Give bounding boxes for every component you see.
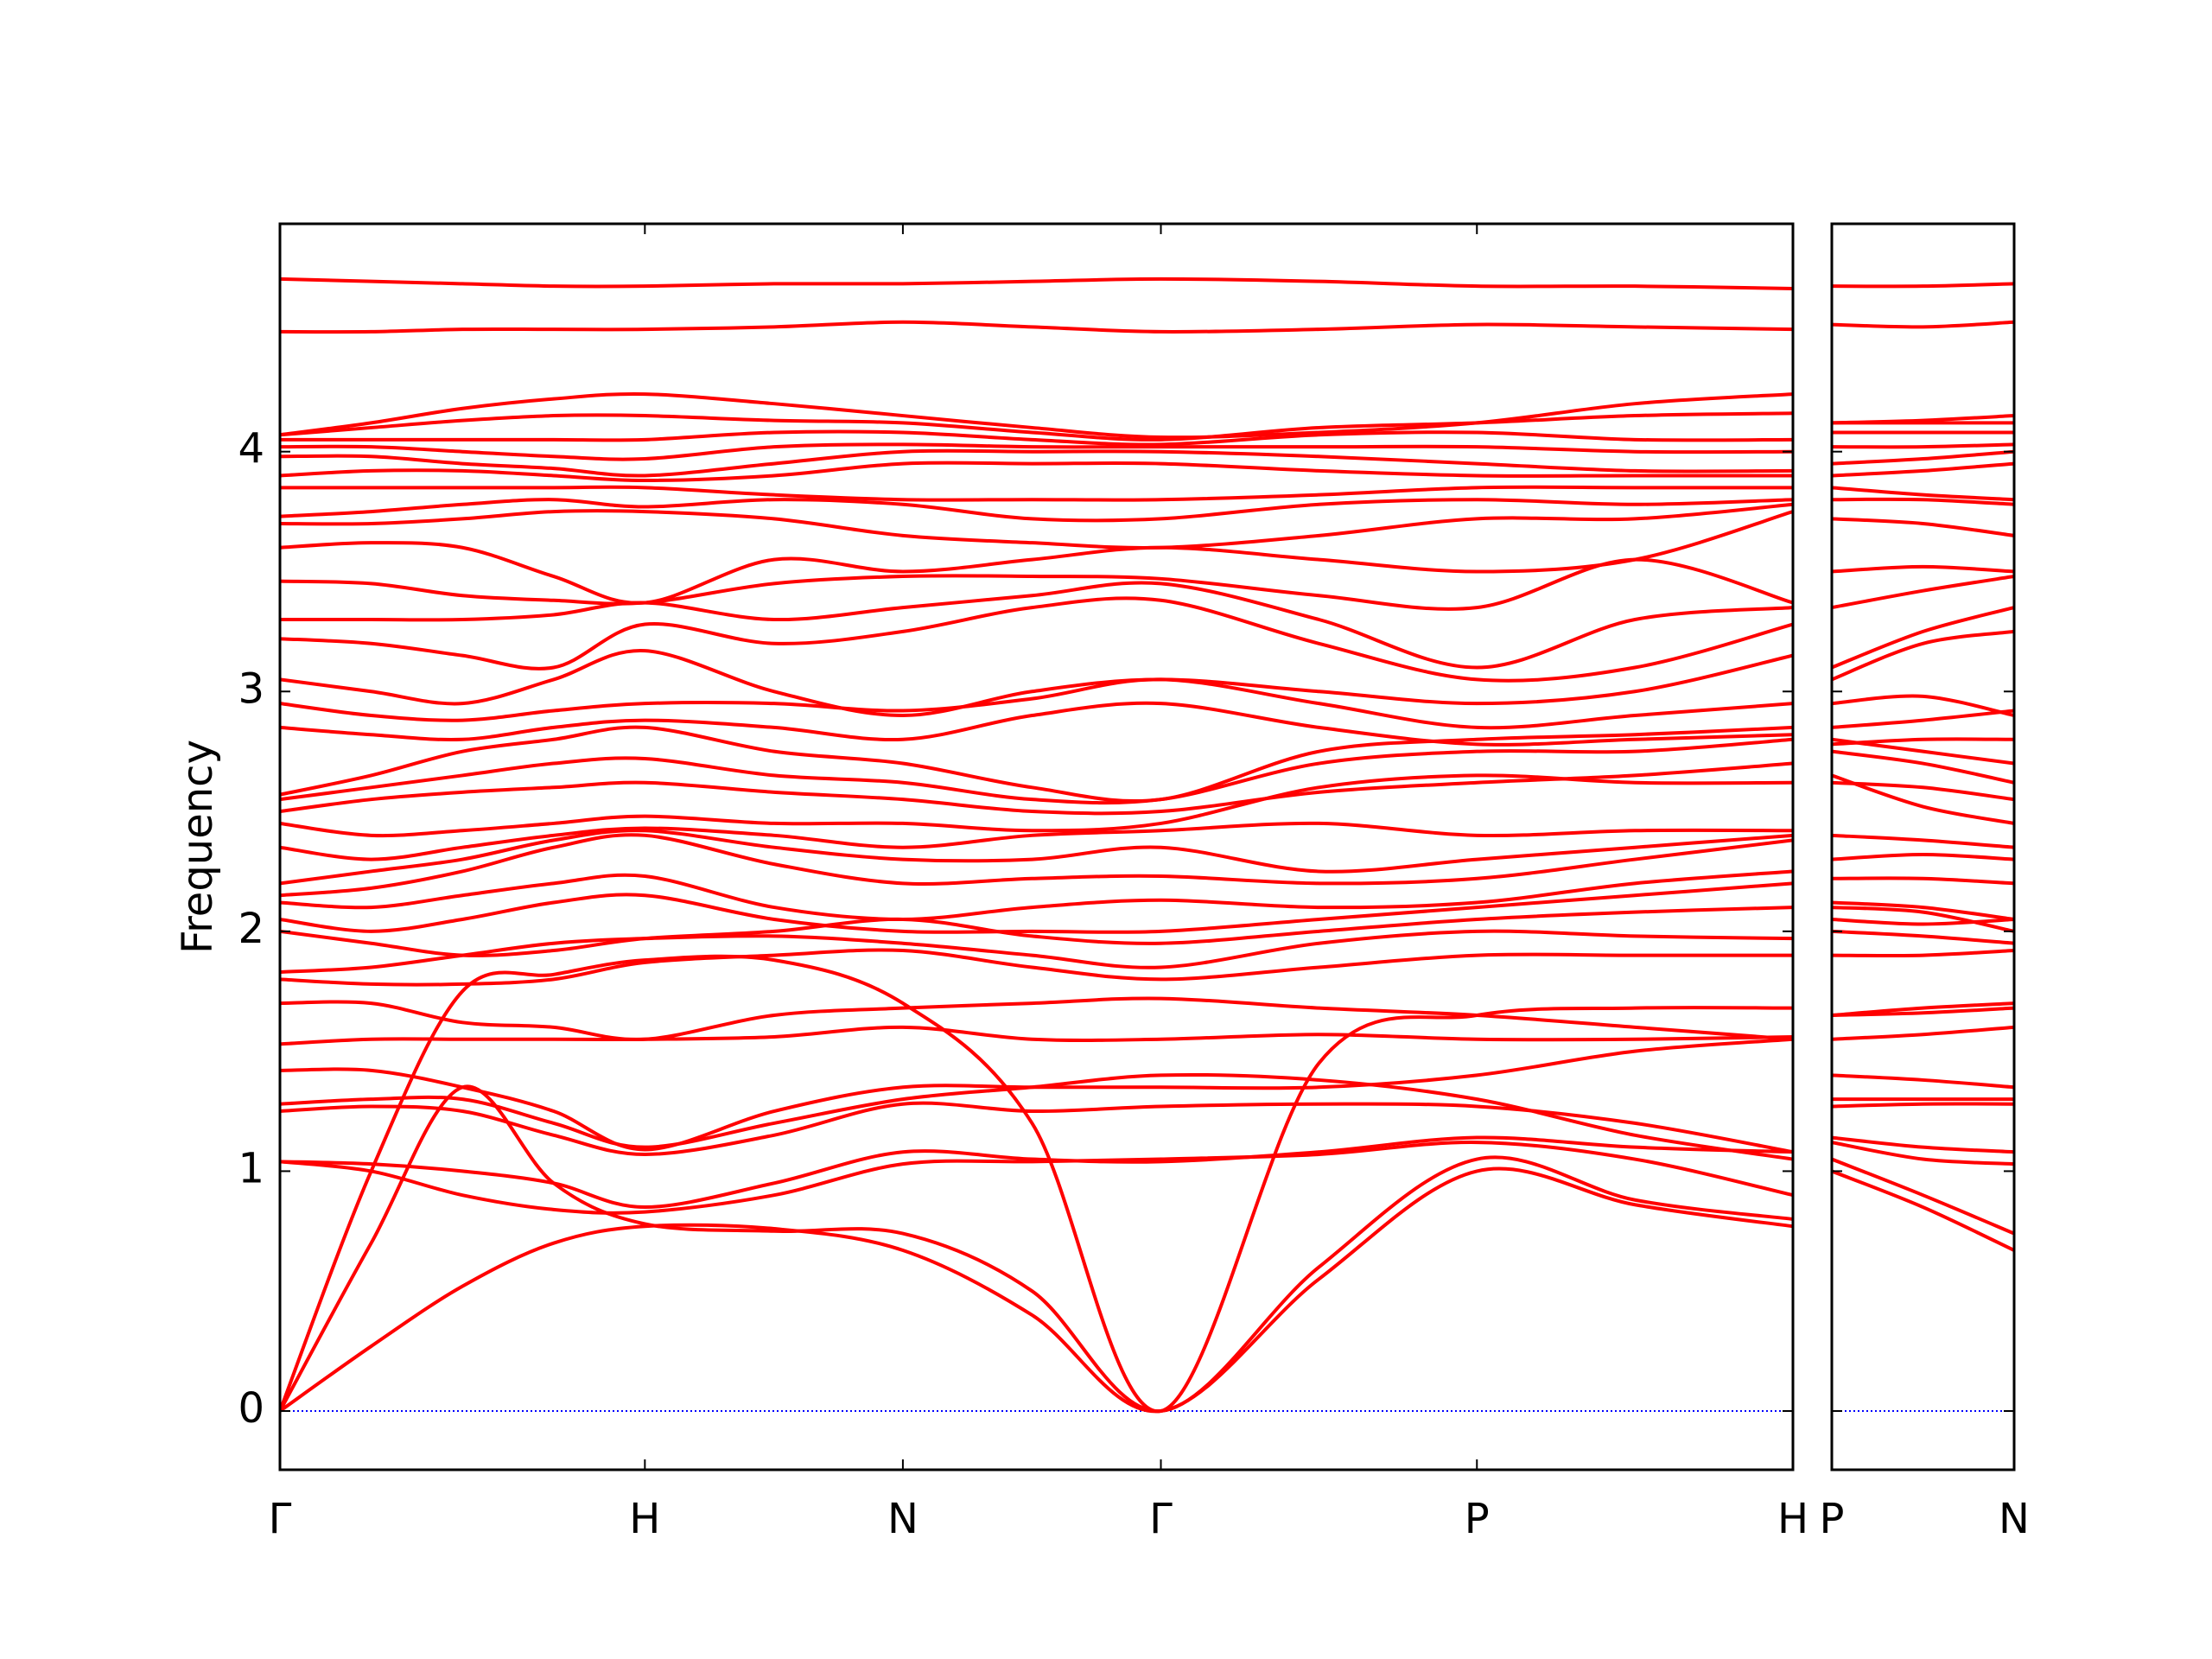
band-line: [280, 996, 1793, 1042]
band-line: [280, 737, 1793, 805]
band-line: [1832, 1102, 2014, 1109]
band-line: [1832, 575, 2014, 610]
band-line: [280, 869, 1793, 921]
x-tick-label: N: [887, 1495, 918, 1543]
band-line: [1832, 1141, 2014, 1166]
plot-area: [1832, 282, 2014, 1412]
band-line: [1832, 442, 2014, 449]
band-line: [1832, 414, 2014, 425]
band-line: [280, 510, 1793, 605]
axes-frame: [1830, 222, 2016, 1471]
band-line: [1832, 486, 2014, 502]
band-line: [280, 391, 1793, 440]
band-line: [1832, 900, 2014, 921]
band-line: [1832, 1169, 2014, 1252]
band-line: [280, 442, 1793, 461]
band-line: [280, 821, 1793, 861]
y-tick-label: 3: [238, 664, 264, 713]
band-line: [280, 557, 1793, 611]
band-line: [1832, 449, 2014, 466]
band-line: [1832, 780, 2014, 802]
band-line: [280, 429, 1793, 447]
band-line: [280, 761, 1793, 816]
band-line: [1832, 853, 2014, 861]
band-line: [1832, 1135, 2014, 1154]
band-line: [280, 649, 1793, 718]
band-line: [280, 581, 1793, 670]
x-tick-label: Γ: [1149, 1495, 1173, 1543]
y-tick-label: 0: [238, 1384, 264, 1433]
x-tick-label: P: [1820, 1495, 1845, 1543]
band-line: [280, 1072, 1793, 1161]
band-line: [1832, 1006, 2014, 1017]
band-line: [1832, 917, 2014, 926]
band-line: [1832, 517, 2014, 537]
band-line: [280, 448, 1793, 478]
y-tick-label: 1: [238, 1144, 264, 1192]
x-tick-label: H: [1777, 1495, 1808, 1543]
band-line: [280, 881, 1793, 934]
band-line: [280, 485, 1793, 502]
band-line: [1832, 949, 2014, 958]
plot-area: [280, 276, 1793, 1414]
band-line: [280, 276, 1793, 290]
band-line: [1832, 737, 2014, 747]
band-line: [1832, 629, 2014, 682]
x-tick-label: N: [1999, 1495, 2030, 1543]
band-line: [280, 773, 1793, 838]
y-tick-label: 2: [238, 905, 264, 953]
band-line: [1832, 320, 2014, 329]
band-line: [1832, 906, 2014, 933]
band-line: [280, 1037, 1793, 1152]
band-line: [1832, 1073, 2014, 1090]
band-line: [1832, 1025, 2014, 1041]
band-line: [280, 502, 1793, 550]
band-line: [280, 725, 1793, 804]
band-line: [280, 596, 1793, 683]
band-line: [1832, 833, 2014, 849]
x-tick-label: P: [1465, 1495, 1490, 1543]
band-line: [280, 1084, 1793, 1414]
band-line: [280, 701, 1793, 747]
band-line: [280, 1101, 1793, 1156]
band-line: [1832, 564, 2014, 574]
band-line: [1832, 497, 2014, 506]
x-tick-label: H: [629, 1495, 660, 1543]
band-line: [280, 948, 1793, 987]
band-line: [1832, 1157, 2014, 1236]
band-line: [280, 829, 1793, 886]
band-line: [280, 1166, 1793, 1414]
band-line: [1832, 606, 2014, 670]
band-line: [280, 1135, 1793, 1210]
y-axis-label: Frequency: [174, 740, 222, 954]
band-line: [1832, 282, 2014, 289]
band-line: [280, 833, 1793, 898]
band-line: [1832, 461, 2014, 478]
band-line: [1832, 876, 2014, 886]
band-line: [1832, 749, 2014, 785]
band-line: [280, 320, 1793, 334]
band-line: [1832, 929, 2014, 945]
band-line: [280, 1025, 1793, 1046]
x-tick-label: Γ: [269, 1495, 292, 1543]
band-line: [1832, 694, 2014, 717]
band-line: [280, 677, 1793, 730]
band-line: [280, 1141, 1793, 1215]
band-line: [280, 461, 1793, 483]
band-line: [280, 929, 1793, 975]
band-line: [1832, 709, 2014, 729]
y-tick-label: 4: [238, 425, 264, 474]
band-line: [280, 498, 1793, 523]
axes-frame: [278, 222, 1795, 1471]
band-line: [280, 906, 1793, 957]
band-line: [280, 954, 1793, 1414]
